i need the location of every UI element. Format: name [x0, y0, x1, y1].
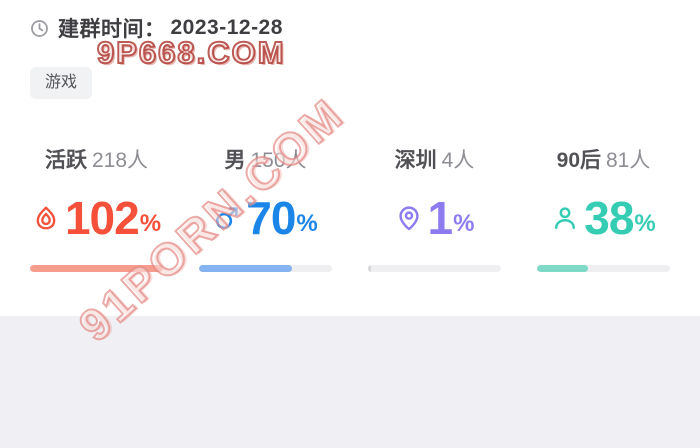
stat-percent: 102 — [64, 192, 140, 245]
stat-count: 150人 — [250, 149, 307, 172]
stat-percent: 38 — [584, 192, 634, 245]
percent-sign: % — [634, 210, 656, 238]
stat-column-age: 90后 81人 38 % — [537, 148, 670, 273]
clock-icon — [30, 19, 49, 38]
progress-bar-track — [199, 265, 332, 273]
progress-bar-track — [537, 265, 670, 273]
stat-value: 38 % — [551, 195, 656, 241]
stat-percent: 70 — [246, 192, 296, 245]
created-time-label: 建群时间： — [58, 18, 166, 41]
created-time-value: 2023-12-28 — [170, 16, 283, 39]
percent-sign: % — [453, 210, 475, 238]
stat-label: 男 150人 — [224, 148, 306, 173]
location-pin-icon — [395, 204, 423, 232]
male-icon — [213, 204, 241, 232]
person-icon — [551, 204, 579, 232]
stat-label: 90后 81人 — [557, 148, 651, 173]
stat-name: 深圳 — [394, 149, 437, 172]
stat-label: 活跃 218人 — [45, 148, 148, 173]
stat-column-active: 活跃 218人 102 % — [30, 148, 163, 273]
stat-column-city: 深圳 4人 1 % — [368, 148, 501, 273]
percent-sign: % — [139, 210, 162, 238]
stat-count: 4人 — [441, 149, 475, 172]
stat-name: 活跃 — [44, 149, 87, 172]
stat-value: 1 % — [395, 192, 475, 245]
group-created-header: 建群时间： 2023-12-28 — [30, 13, 283, 43]
progress-bar-fill — [368, 265, 371, 273]
progress-bar-fill — [30, 265, 163, 273]
stats-row: 活跃 218人 102 % 男 150人 — [30, 148, 670, 273]
progress-bar-track — [30, 265, 163, 273]
stat-column-male: 男 150人 70 % — [199, 148, 332, 273]
tag-chip-game[interactable]: 游戏 — [30, 67, 93, 99]
flame-icon — [32, 204, 60, 232]
progress-bar-track — [368, 265, 501, 273]
progress-bar-fill — [199, 265, 293, 273]
stat-name: 男 — [224, 149, 246, 172]
stat-count: 81人 — [606, 149, 651, 172]
percent-sign: % — [296, 210, 318, 238]
stat-percent: 1 — [427, 192, 454, 245]
stat-value: 102 % — [32, 195, 161, 241]
stat-count: 218人 — [91, 149, 149, 172]
stat-value: 70 % — [213, 195, 318, 241]
stat-name: 90后 — [556, 149, 601, 172]
progress-bar-fill — [537, 265, 588, 273]
bottom-background-band — [0, 316, 700, 448]
stat-label: 深圳 4人 — [395, 148, 475, 173]
